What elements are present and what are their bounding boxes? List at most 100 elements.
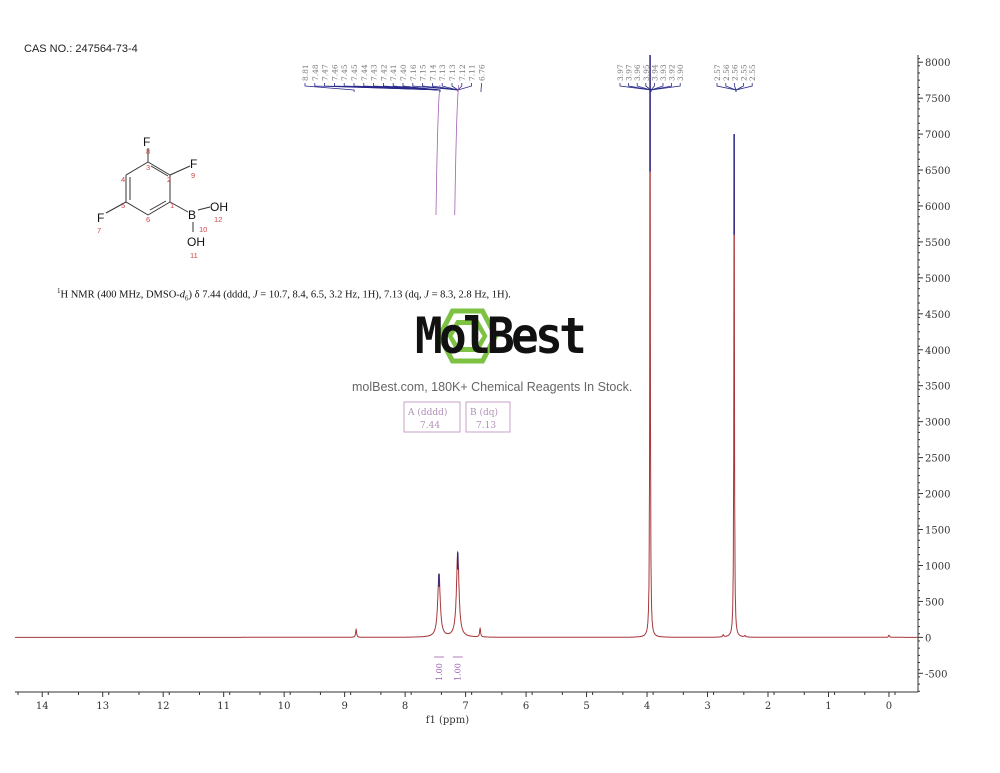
multiplet-shift-b: 7.13 [476, 421, 496, 431]
atom-number-1: 1 [170, 201, 174, 210]
desc-part: ) δ 7.44 (dddd, [188, 289, 253, 301]
peak-label: 7.42 [379, 64, 388, 81]
x-tick-label: 6 [523, 701, 529, 712]
peak-label: 7.44 [360, 64, 369, 81]
y-tick-label: 0 [925, 633, 931, 644]
atom-number-7: 7 [97, 226, 101, 235]
peak-label: 3.93 [659, 64, 668, 81]
atom-f8: F [143, 135, 150, 149]
atom-number-4: 4 [121, 175, 125, 184]
peak-label-leader [402, 83, 441, 92]
peak-label: 3.95 [642, 64, 651, 81]
integral-curve [454, 84, 460, 216]
desc-j: J [424, 289, 429, 301]
desc-j: J [253, 289, 258, 301]
atom-number-2: 2 [167, 175, 171, 184]
peak-label-leader [735, 83, 744, 92]
y-tick-label: 8000 [925, 58, 950, 69]
x-tick-label: 13 [96, 701, 109, 712]
y-tick-label: -500 [925, 669, 947, 680]
integral-curve [435, 84, 441, 216]
peak-label-leader [650, 83, 681, 92]
peak-label: 2.56 [722, 64, 731, 81]
atom-b: B [188, 208, 196, 222]
atom-number-5: 5 [121, 201, 125, 210]
peak-label-leader [451, 83, 459, 92]
watermark-brand: MolBest [415, 307, 587, 365]
x-tick-label: 0 [886, 701, 892, 712]
peak-label: 7.45 [350, 64, 359, 81]
multiplet-box-b [465, 401, 511, 433]
y-tick-label: 3000 [925, 418, 950, 429]
y-tick-label: 7000 [925, 130, 950, 141]
y-tick-label: 6000 [925, 202, 950, 213]
atom-number-10: 10 [199, 225, 207, 234]
watermark-tagline: molBest.com, 180K+ Chemical Reagents In … [352, 380, 633, 394]
x-tick-label: 9 [341, 701, 347, 712]
x-tick-label: 12 [157, 701, 170, 712]
molbest-logo-icon [436, 308, 499, 364]
spectrum-line [15, 54, 918, 638]
x-tick-label: 1 [825, 701, 831, 712]
peak-label: 3.90 [676, 64, 685, 81]
peak-label: 3.97 [616, 64, 625, 81]
desc-sub: 6 [185, 294, 189, 303]
atom-number-6: 6 [146, 215, 150, 224]
multiplet-box-a [403, 401, 461, 433]
desc-d: d [179, 289, 186, 301]
peak-label: 7.47 [321, 64, 330, 81]
y-tick-label: 4000 [925, 346, 950, 357]
atom-number-8: 8 [146, 147, 150, 156]
x-tick-label: 3 [704, 701, 710, 712]
multiplet-shift-a: 7.44 [420, 421, 440, 431]
y-tick-label: 6500 [925, 166, 950, 177]
peak-label: 7.46 [330, 64, 339, 81]
atom-oh12: OH [210, 200, 228, 214]
atom-oh11: OH [187, 235, 205, 249]
peak-label: 2.55 [739, 64, 748, 81]
x-tick-label: 4 [644, 701, 650, 712]
x-tick-label: 5 [583, 701, 589, 712]
peak-label: 7.12 [458, 64, 467, 81]
desc-part: = 8.3, 2.8 Hz, 1H). [428, 289, 511, 301]
atom-number-3: 3 [146, 163, 150, 172]
integral-value: 1.00 [454, 663, 463, 681]
x-tick-label: 7 [462, 701, 468, 712]
peak-label: 7.43 [370, 64, 379, 81]
peak-label: 2.56 [731, 64, 740, 81]
peak-label: 3.94 [650, 64, 659, 81]
y-tick-label: 2000 [925, 490, 950, 501]
multiplet-label-a: A (dddd) [407, 407, 447, 418]
y-tick-label: 5500 [925, 238, 950, 249]
peak-label-leader [304, 83, 355, 92]
peak-label: 2.57 [713, 64, 722, 81]
y-tick-label: 4500 [925, 310, 950, 321]
y-tick-label: 1500 [925, 526, 950, 537]
peak-label: 7.13 [438, 64, 447, 81]
y-tick-label: 5000 [925, 274, 950, 285]
x-axis-label: f1 (ppm) [426, 715, 469, 726]
x-tick-label: 14 [36, 701, 49, 712]
peak-label: 7.45 [340, 64, 349, 81]
nmr-description: 1H NMR (400 MHz, DMSO-d6) δ 7.44 (dddd, … [57, 287, 511, 303]
peak-label-leader [735, 83, 753, 92]
peak-label-leader [716, 83, 737, 92]
peak-label: 7.11 [468, 64, 477, 81]
peak-label: 7.40 [399, 64, 408, 81]
integral-value: 1.00 [435, 663, 444, 681]
atom-f7: F [97, 211, 104, 225]
desc-sup: 1 [57, 287, 61, 295]
peak-label: 3.97 [625, 64, 634, 81]
peak-label: 7.15 [419, 64, 428, 81]
y-tick-label: 500 [925, 597, 944, 608]
multiplet-label-b: B (dq) [470, 407, 498, 418]
x-tick-label: 2 [765, 701, 771, 712]
desc-part: H NMR (400 MHz, DMSO- [60, 289, 180, 301]
x-tick-label: 10 [278, 701, 291, 712]
atom-number-11: 11 [190, 251, 198, 260]
peak-label: 2.55 [748, 64, 757, 81]
y-tick-label: 3500 [925, 382, 950, 393]
x-tick-label: 8 [402, 701, 408, 712]
chemical-structure: F F F B OH OH 1 2 3 4 5 6 7 8 9 10 11 12 [97, 135, 228, 260]
